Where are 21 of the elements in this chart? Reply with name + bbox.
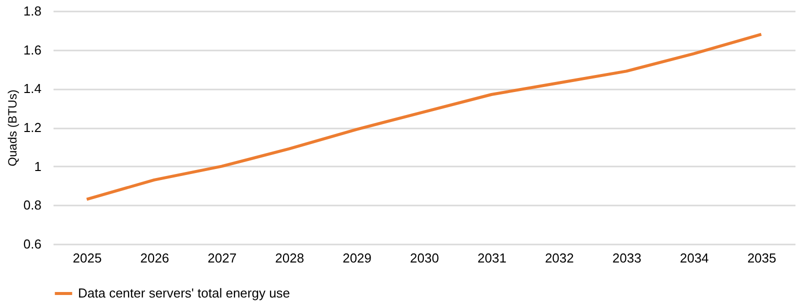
- x-tick-label: 2028: [275, 250, 304, 266]
- y-tick-label: 1.2: [23, 120, 42, 135]
- x-tick-label: 2034: [680, 250, 709, 266]
- x-tick-label: 2029: [342, 250, 372, 266]
- y-tick-label: 0.8: [23, 198, 42, 213]
- x-tick-label: 2031: [477, 250, 506, 266]
- x-tick-label: 2032: [544, 250, 574, 266]
- x-tick-label: 2030: [410, 250, 439, 266]
- y-tick-label: 1.4: [23, 81, 42, 96]
- x-tick-label: 2025: [72, 250, 102, 266]
- legend-label: Data center servers' total energy use: [78, 286, 290, 300]
- y-tick-label: 1: [34, 158, 42, 174]
- y-tick-label: 1.8: [23, 4, 42, 18]
- y-tick-label: 0.6: [23, 236, 42, 252]
- x-tick-label: 2035: [747, 250, 776, 266]
- line-series: [85, 32, 763, 201]
- x-tick-label: 2027: [208, 250, 237, 266]
- y-tick-label: 1.6: [23, 42, 42, 58]
- x-tick-label: 2033: [612, 250, 642, 266]
- x-tick-label: 2026: [140, 250, 170, 266]
- y-axis-title: Quads (BTUs): [5, 90, 20, 166]
